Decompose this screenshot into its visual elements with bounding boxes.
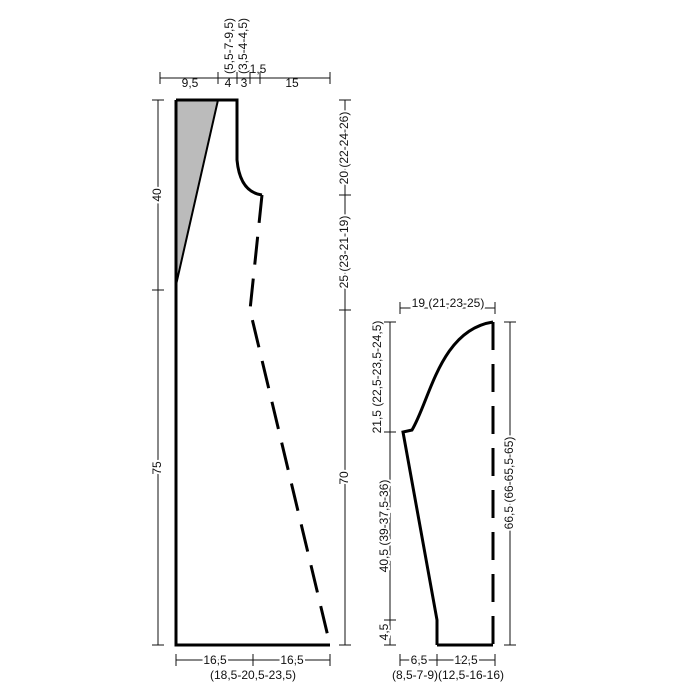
dim: 16,5 — [280, 653, 304, 667]
sleeve-piece — [401, 320, 495, 647]
dim: 20 (22-24-26) — [337, 112, 351, 185]
dim: (3,5-4-4,5) — [236, 18, 250, 74]
dim: (18,5-20,5-23,5) — [210, 668, 296, 682]
dim: (5,5-7-9,5) — [222, 18, 236, 74]
dim: 15 — [285, 76, 299, 90]
center-fold — [248, 194, 332, 646]
dim: 40 — [150, 188, 164, 202]
dim: 4 — [225, 76, 232, 90]
dim: 6,5 — [411, 653, 428, 667]
body-outline — [174, 100, 330, 647]
neck-outline — [176, 98, 263, 197]
labels: 9,5 4 3 1,5 15 (5,5-7-9,5) (3,5-4-4,5) 4… — [148, 18, 518, 682]
dim: 9,5 — [182, 76, 199, 90]
dim: 1,5 — [250, 62, 267, 76]
dim: 66,5 (66-65,5-65) — [502, 437, 516, 530]
dimension-lines — [152, 72, 516, 666]
body-piece — [174, 98, 332, 647]
dim: 4,5 — [377, 623, 391, 640]
dim: 16,5 — [203, 653, 227, 667]
dim: 40,5 (39-37,5-36) — [377, 480, 391, 573]
dim: 3 — [241, 76, 248, 90]
dim: (8,5-7-9)(12,5-16-16) — [392, 668, 504, 682]
dim: 25 (23-21-19) — [337, 216, 351, 289]
sleeve-outline — [401, 320, 494, 645]
dim: 19 (21-23-25) — [412, 296, 485, 310]
dim: 70 — [337, 471, 351, 485]
shoulder-line — [175, 99, 219, 286]
dim: 21,5 (22,5-23,5-24,5) — [370, 321, 384, 434]
dim: 12,5 — [454, 653, 478, 667]
dim: 75 — [150, 461, 164, 475]
